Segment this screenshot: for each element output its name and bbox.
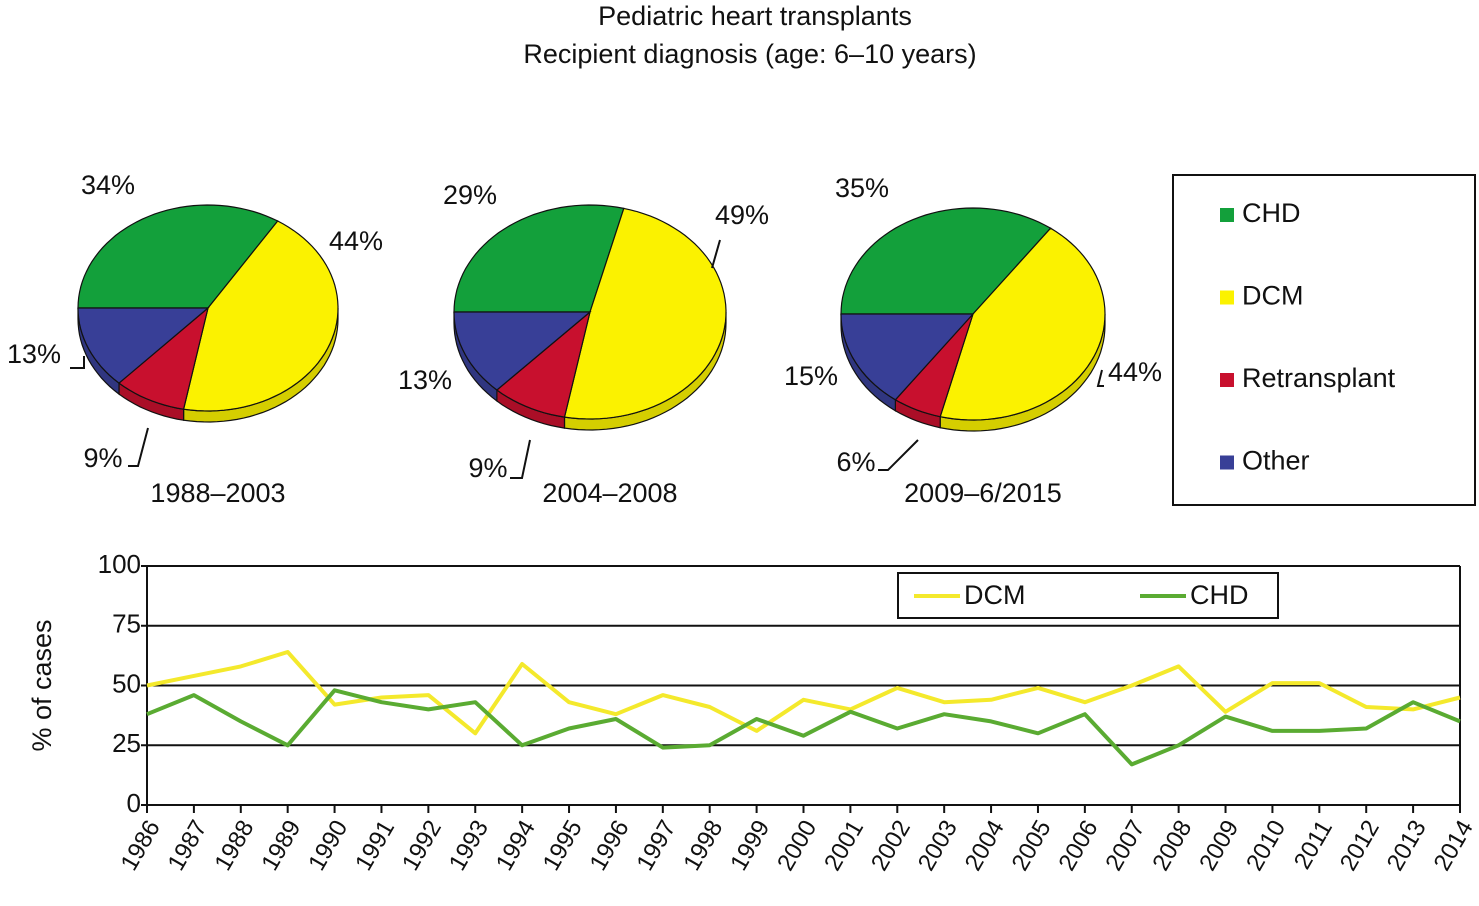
pie-slice <box>894 313 974 418</box>
legend-label: DCM <box>1242 281 1304 311</box>
legend-swatch <box>1220 290 1234 305</box>
y-tick-label: 50 <box>112 668 141 698</box>
x-tick-label: 2008 <box>1147 816 1197 876</box>
x-tick-label: 2011 <box>1289 816 1338 874</box>
x-tick-label: 1990 <box>303 816 353 876</box>
y-tick-label: 0 <box>127 788 141 818</box>
pie-value-label: 44% <box>329 226 383 256</box>
x-tick-label: 1987 <box>163 816 213 876</box>
x-tick-label: 1991 <box>350 816 400 876</box>
x-tick-label: 2010 <box>1241 816 1291 876</box>
x-tick-label: 1996 <box>585 816 635 876</box>
x-tick-label: 2003 <box>913 816 963 876</box>
pie-slice <box>453 204 625 313</box>
leader-line <box>1096 369 1104 387</box>
pie-value-label: 13% <box>398 365 452 395</box>
x-tick-label: 1994 <box>491 816 541 876</box>
x-tick-label: 2004 <box>960 816 1010 876</box>
x-tick-label: 2013 <box>1382 816 1432 876</box>
line-legend-box <box>897 572 1279 619</box>
legend-label: CHD <box>1190 580 1249 610</box>
pie-value-label: 9% <box>83 443 122 473</box>
pie-slice <box>77 204 279 309</box>
pie-value-label: 35% <box>835 173 889 203</box>
pie-slice <box>840 313 975 401</box>
pie-value-label: 49% <box>715 200 769 230</box>
legend-swatch <box>1220 208 1234 222</box>
pie-value-label: 15% <box>784 361 838 391</box>
y-tick-label: 75 <box>112 609 141 639</box>
x-tick-label: 2009 <box>1194 816 1244 876</box>
title: Pediatric heart transplants <box>598 1 912 31</box>
y-tick-label: 100 <box>98 549 141 579</box>
pie-legend-box <box>1172 174 1476 506</box>
leader-line <box>128 427 149 467</box>
pie-value-label: 9% <box>468 453 507 483</box>
pie-caption: 2004–2008 <box>542 478 677 508</box>
pie-slice <box>118 306 210 410</box>
legend-label: Retransplant <box>1242 363 1396 393</box>
x-tick-label: 1993 <box>444 816 494 876</box>
legend-swatch <box>1220 455 1234 470</box>
pie-slice <box>939 227 1106 421</box>
pie-value-label: 29% <box>443 180 497 210</box>
subtitle: Recipient diagnosis (age: 6–10 years) <box>523 39 976 69</box>
x-tick-label: 1988 <box>209 816 259 876</box>
leader-line <box>711 239 721 269</box>
x-tick-label: 2014 <box>1429 816 1479 876</box>
x-tick-label: 1986 <box>116 816 166 876</box>
legend-label: DCM <box>964 580 1026 610</box>
leader-line <box>70 356 85 369</box>
leader-line <box>510 439 531 479</box>
x-tick-label: 2006 <box>1053 816 1103 876</box>
pie-slice <box>182 220 339 412</box>
data-line <box>146 688 1461 767</box>
pie-slice <box>840 207 1052 315</box>
x-tick-label: 1992 <box>397 816 447 876</box>
x-tick-label: 2000 <box>772 816 822 876</box>
pie-caption: 2009–6/2015 <box>904 478 1062 508</box>
y-tick-label: 25 <box>112 728 141 758</box>
legend-swatch <box>1220 373 1234 387</box>
x-tick-label: 2002 <box>866 816 916 876</box>
legend-label: Other <box>1242 446 1310 476</box>
pie-caption: 1988–2003 <box>150 478 285 508</box>
x-tick-label: 1989 <box>256 816 306 876</box>
pie-value-label: 44% <box>1108 357 1162 387</box>
pie-slice <box>77 307 210 384</box>
x-tick-label: 1998 <box>678 816 728 876</box>
legend-label: CHD <box>1242 198 1301 228</box>
x-tick-label: 2001 <box>819 816 869 876</box>
pie-slice <box>563 207 727 420</box>
pie-slice <box>453 311 592 391</box>
x-tick-label: 1999 <box>725 816 775 876</box>
y-axis-title: % of cases <box>27 619 57 751</box>
x-tick-label: 2007 <box>1100 816 1150 876</box>
leader-line <box>878 439 919 471</box>
x-tick-label: 1997 <box>631 816 681 876</box>
pie-value-label: 6% <box>836 447 875 477</box>
x-tick-label: 2012 <box>1335 816 1385 876</box>
pie-value-label: 13% <box>7 339 61 369</box>
pie-value-label: 34% <box>81 170 135 200</box>
pie-slice <box>495 310 592 418</box>
x-tick-label: 2005 <box>1007 816 1057 876</box>
x-tick-label: 1995 <box>538 816 588 876</box>
